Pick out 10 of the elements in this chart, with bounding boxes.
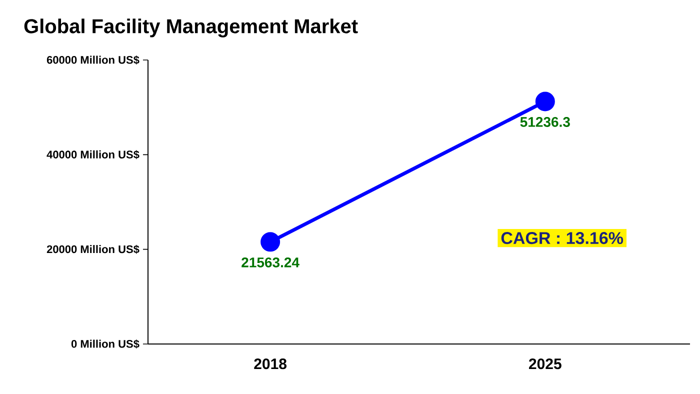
data-label: 21563.24	[242, 257, 300, 268]
chart-title: Global Facility Management Market	[24, 18, 358, 38]
y-tick-label: 40000 Million US$	[46, 150, 140, 160]
x-tick-label: 2018	[254, 358, 287, 370]
data-label: 51236.3	[520, 117, 570, 127]
x-tick-label: 2025	[528, 358, 562, 370]
annotation: CAGR : 13.16%	[501, 232, 624, 244]
y-tick-label: 20000 Million US$	[46, 244, 140, 254]
y-tick-label: 0 Million US$	[71, 340, 140, 348]
y-tick-label: 60000 Million US$	[46, 56, 140, 64]
